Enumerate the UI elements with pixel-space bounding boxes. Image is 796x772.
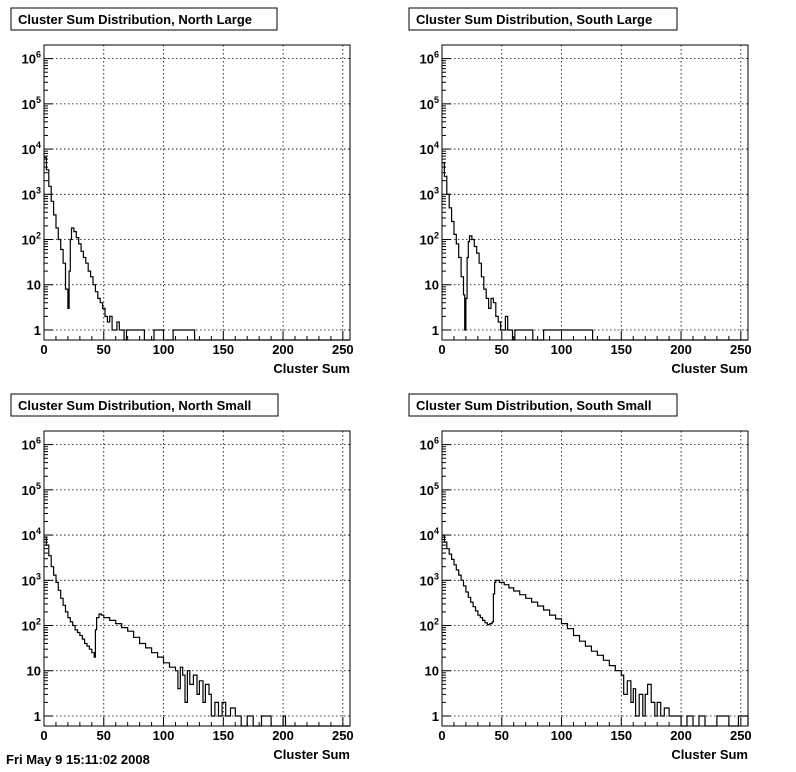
chart-title: Cluster Sum Distribution, North Small (18, 398, 251, 413)
x-tick-label: 50 (97, 728, 111, 743)
plot-frame (43, 44, 351, 341)
y-tick-label: 105 (420, 95, 439, 112)
y-tick-label: 105 (22, 95, 41, 112)
x-tick-label: 100 (153, 342, 175, 357)
x-tick-label: 200 (272, 342, 294, 357)
y-tick-label: 104 (420, 526, 439, 543)
x-tick-label: 0 (438, 342, 445, 357)
histogram-series (44, 536, 350, 727)
y-tick-label: 102 (420, 617, 439, 634)
x-tick-label: 250 (332, 728, 354, 743)
y-tick-label: 102 (420, 231, 439, 248)
chart-panel-3: 0 50 100 150 200 250 1 10 102 103 104 105 106 Cluster… (10, 393, 354, 762)
y-tick-label: 1 (432, 709, 439, 724)
plot-frame (441, 44, 749, 341)
y-tick-label: 10 (425, 278, 439, 293)
y-tick-label: 102 (22, 231, 41, 248)
y-tick-label: 106 (22, 436, 41, 453)
y-tick-label: 103 (420, 185, 439, 202)
footer-timestamp: Fri May 9 15:11:02 2008 (6, 752, 150, 766)
chart-panel-4: 0 50 100 150 200 250 1 10 102 103 104 105 106 Cluster… (408, 393, 752, 762)
x-axis-label: Cluster Sum (671, 747, 748, 762)
y-tick-label: 1 (34, 323, 41, 338)
x-tick-label: 250 (730, 728, 752, 743)
title-box (408, 7, 678, 31)
x-axis-label: Cluster Sum (273, 361, 350, 376)
x-tick-label: 100 (551, 728, 573, 743)
x-tick-label: 50 (495, 728, 509, 743)
x-tick-label: 100 (153, 728, 175, 743)
x-tick-label: 50 (97, 342, 111, 357)
y-tick-label: 10 (27, 278, 41, 293)
histogram-series (44, 156, 350, 341)
y-tick-label: 103 (420, 571, 439, 588)
y-tick-label: 10 (425, 664, 439, 679)
title-box (10, 393, 279, 417)
x-tick-label: 150 (610, 342, 632, 357)
y-tick-label: 103 (22, 571, 41, 588)
y-tick-label: 104 (22, 140, 41, 157)
y-tick-label: 102 (22, 617, 41, 634)
x-tick-label: 150 (212, 342, 234, 357)
chart-title: Cluster Sum Distribution, South Large (416, 12, 652, 27)
x-tick-label: 200 (670, 728, 692, 743)
x-tick-label: 150 (212, 728, 234, 743)
x-tick-label: 200 (670, 342, 692, 357)
y-tick-label: 104 (22, 526, 41, 543)
x-tick-label: 0 (40, 728, 47, 743)
plot-frame (43, 430, 351, 727)
x-tick-label: 50 (495, 342, 509, 357)
x-tick-label: 100 (551, 342, 573, 357)
y-tick-label: 106 (420, 50, 439, 67)
chart-panel-2: 0 50 100 150 200 250 1 10 102 103 104 105 106 Cluster… (408, 7, 752, 376)
x-axis-label: Cluster Sum (273, 747, 350, 762)
x-tick-label: 150 (610, 728, 632, 743)
histogram-series (442, 534, 749, 727)
y-tick-label: 104 (420, 140, 439, 157)
title-box (408, 393, 678, 417)
y-tick-label: 103 (22, 185, 41, 202)
x-tick-label: 250 (332, 342, 354, 357)
y-tick-label: 1 (34, 709, 41, 724)
y-tick-label: 106 (420, 436, 439, 453)
y-tick-label: 105 (22, 481, 41, 498)
x-axis-label: Cluster Sum (671, 361, 748, 376)
y-tick-label: 10 (27, 664, 41, 679)
y-tick-label: 106 (22, 50, 41, 67)
chart-panel-1: 0 50 100 150 200 250 1 10 102 103 104 105 106 Cluster… (10, 7, 354, 376)
x-tick-label: 0 (438, 728, 445, 743)
chart-title: Cluster Sum Distribution, South Small (416, 398, 651, 413)
chart-title: Cluster Sum Distribution, North Large (18, 12, 252, 27)
x-tick-label: 0 (40, 342, 47, 357)
y-tick-label: 1 (432, 323, 439, 338)
plot-frame (441, 430, 749, 727)
histogram-series (442, 162, 748, 341)
x-tick-label: 200 (272, 728, 294, 743)
y-tick-label: 105 (420, 481, 439, 498)
title-box (10, 7, 278, 31)
x-tick-label: 250 (730, 342, 752, 357)
